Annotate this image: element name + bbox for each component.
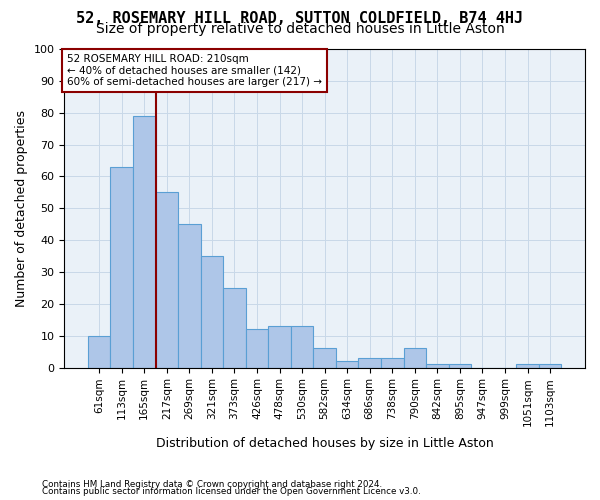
Bar [358, 358, 381, 368]
Bar [291, 326, 313, 368]
X-axis label: Distribution of detached houses by size in Little Aston: Distribution of detached houses by size … [156, 437, 494, 450]
Bar [200, 256, 223, 368]
Text: Size of property relative to detached houses in Little Aston: Size of property relative to detached ho… [95, 22, 505, 36]
Y-axis label: Number of detached properties: Number of detached properties [15, 110, 28, 307]
Bar [178, 224, 200, 368]
Bar [246, 330, 268, 368]
Bar [313, 348, 336, 368]
Text: Contains public sector information licensed under the Open Government Licence v3: Contains public sector information licen… [42, 487, 421, 496]
Bar [449, 364, 471, 368]
Text: 52 ROSEMARY HILL ROAD: 210sqm
← 40% of detached houses are smaller (142)
60% of : 52 ROSEMARY HILL ROAD: 210sqm ← 40% of d… [67, 54, 322, 87]
Text: 52, ROSEMARY HILL ROAD, SUTTON COLDFIELD, B74 4HJ: 52, ROSEMARY HILL ROAD, SUTTON COLDFIELD… [76, 11, 524, 26]
Bar [426, 364, 449, 368]
Text: Contains HM Land Registry data © Crown copyright and database right 2024.: Contains HM Land Registry data © Crown c… [42, 480, 382, 489]
Bar [88, 336, 110, 368]
Bar [539, 364, 562, 368]
Bar [404, 348, 426, 368]
Bar [155, 192, 178, 368]
Bar [336, 361, 358, 368]
Bar [110, 167, 133, 368]
Bar [133, 116, 155, 368]
Bar [223, 288, 246, 368]
Bar [381, 358, 404, 368]
Bar [516, 364, 539, 368]
Bar [268, 326, 291, 368]
